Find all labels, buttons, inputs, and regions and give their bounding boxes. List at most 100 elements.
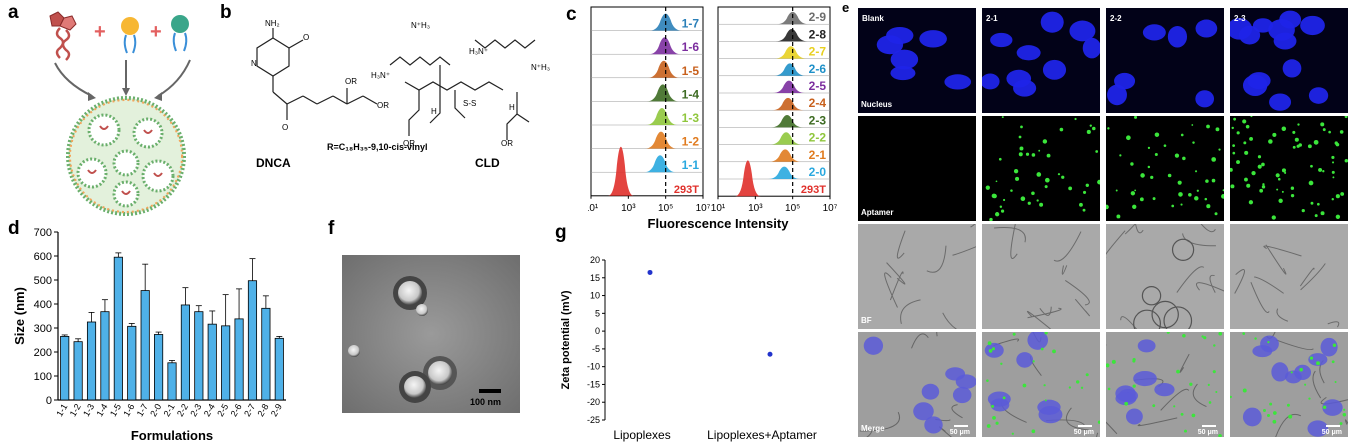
nucleus-blob: [1282, 59, 1302, 78]
aptamer-dot: [1261, 185, 1266, 189]
histogram-peak: [776, 11, 809, 25]
micrograph-canvas: [858, 8, 976, 113]
cell-edge: [951, 404, 963, 419]
aptamer-dot: [1089, 124, 1092, 127]
aptamer-dot: [1074, 117, 1077, 121]
row-label: Nucleus: [861, 100, 893, 109]
histogram-label: 1-1: [682, 158, 700, 172]
aptamer-dot: [1230, 167, 1233, 172]
aptamer-dot: [1231, 126, 1234, 130]
cell-edge: [1039, 306, 1052, 316]
cell-round: [1133, 309, 1161, 329]
aptamer-dot: [1322, 128, 1326, 132]
nucleus-overlay: [1125, 408, 1143, 425]
cell-edge: [1263, 245, 1302, 257]
histogram-peak: [769, 149, 802, 162]
aptamer-dot: [1013, 169, 1019, 174]
scalebar: [1078, 425, 1092, 427]
aptamer-dot: [1115, 189, 1118, 192]
cell-edge: [952, 246, 976, 256]
nucleus-blob: [944, 74, 972, 90]
aptamer-overlay: [1299, 367, 1303, 372]
aptamer-overlay: [1043, 384, 1046, 387]
aptamer-dot: [1192, 141, 1195, 144]
x-axis-label: Formulations: [131, 428, 213, 443]
micrograph-canvas: [1230, 224, 1348, 329]
cell-edge: [884, 272, 898, 308]
aptamer-dot: [1221, 194, 1224, 199]
nucleus-blob: [1016, 45, 1041, 61]
bar: [221, 325, 231, 401]
histogram-peak: [647, 60, 680, 78]
aptamer-dot: [1015, 176, 1020, 181]
aptamer-overlay: [1334, 380, 1337, 383]
aptamer-dot: [1095, 150, 1099, 153]
histogram-label: 1-4: [682, 87, 700, 101]
cell-edge: [1234, 269, 1245, 294]
cell-edge: [900, 299, 921, 324]
atom-or-1: OR: [345, 77, 357, 86]
aptamer-overlay: [1180, 412, 1184, 416]
cell-edge: [1066, 407, 1089, 431]
aptamer-overlay: [1288, 414, 1293, 419]
aptamer-dot: [1307, 144, 1312, 149]
aptamer-overlay: [1332, 343, 1337, 347]
aptamer-overlay: [1080, 386, 1084, 389]
aptamer-overlay: [1218, 433, 1222, 437]
aptamer-overlay: [1218, 332, 1223, 336]
zeta-chart: 20 15 10 5 0 -5 -10 -15 -20 -25 Lipoplexes Lipoplex…: [560, 255, 817, 442]
nucleus-overlay: [1322, 399, 1343, 416]
x-tick-label: Lipoplexes+Aptamer: [707, 428, 817, 442]
histogram-label: 293T: [801, 184, 826, 196]
aptamer-dot: [1130, 191, 1136, 196]
size-bar-chart: 0 100 200 300 400 500 600 700 1-11-21-31-41-51-6…: [12, 227, 286, 443]
aptamer-dot: [995, 180, 998, 183]
histogram-peak: [774, 46, 807, 59]
aptamer-overlay: [1176, 369, 1180, 374]
aptamer-dot: [1000, 209, 1005, 213]
cell-edge: [1096, 432, 1099, 437]
aptamer-dot: [1152, 197, 1156, 201]
lipid-dnca-glyph: [121, 17, 139, 54]
aptamer-dot: [1218, 148, 1221, 151]
aptamer-dot: [1205, 179, 1209, 183]
aptamer-dot: [1206, 124, 1210, 129]
cell-edge: [1312, 370, 1322, 399]
aptamer-overlay: [992, 415, 996, 420]
cell-edge: [1053, 231, 1082, 262]
aptamer-dot: [1250, 116, 1253, 118]
aptamer-overlay: [1132, 384, 1136, 388]
bar: [154, 334, 164, 401]
nucleus-blob: [1167, 26, 1188, 48]
histogram-label: 2-4: [809, 96, 827, 110]
cell-edge: [1250, 282, 1270, 313]
aptamer-dot: [1180, 133, 1184, 137]
aptamer-dot: [1150, 175, 1154, 180]
aptamer-overlay: [1267, 341, 1270, 344]
cell-edge: [1061, 265, 1068, 275]
background: [1106, 224, 1224, 329]
aptamer-overlay: [1000, 362, 1003, 365]
aptamer-overlay: [1012, 332, 1016, 336]
aptamer-dot: [989, 217, 993, 221]
aptamer-dot: [1290, 186, 1295, 190]
nucleus-overlay: [1027, 332, 1049, 350]
aptamer-dot: [1334, 141, 1338, 145]
aptamer-dot: [1331, 155, 1335, 160]
x-tick-label: 10³: [621, 203, 636, 214]
aptamer-dot: [1257, 164, 1262, 169]
aptamer-dot: [1191, 124, 1194, 126]
aptamer-overlay: [1273, 411, 1277, 415]
x-tick-label: 2-3: [188, 402, 203, 418]
cell-edge: [1275, 414, 1302, 437]
cell-edge: [866, 427, 873, 437]
micrograph-aptamer-blank: Aptamer: [858, 116, 976, 221]
histogram-peak: [645, 108, 678, 125]
x-tick-label: 2-5: [215, 402, 230, 418]
aptamer-dot: [1249, 136, 1254, 141]
x-tick-label: 2-2: [175, 402, 190, 418]
nucleus-blob: [982, 73, 1000, 90]
aptamer-dot: [1001, 116, 1004, 119]
aptamer-dot: [1243, 141, 1247, 145]
histogram-peak: [768, 166, 801, 179]
